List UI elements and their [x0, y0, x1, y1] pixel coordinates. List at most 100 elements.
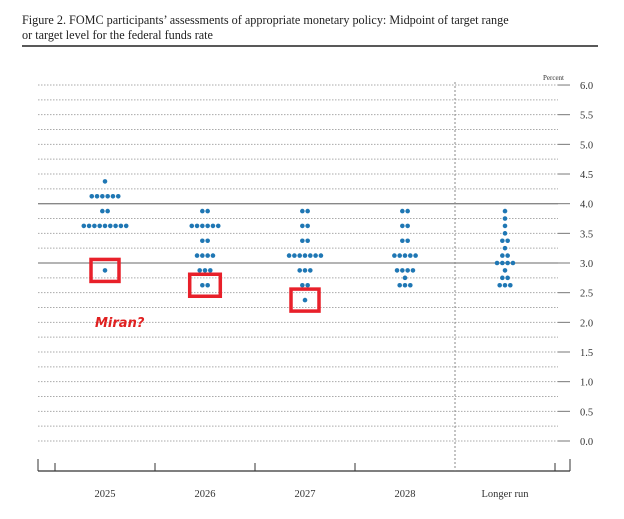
dot — [308, 253, 313, 258]
dot — [397, 282, 403, 288]
dot — [205, 238, 210, 244]
dot — [502, 245, 508, 251]
dot — [505, 275, 510, 281]
dot — [292, 253, 297, 258]
dot — [405, 223, 410, 229]
dot — [510, 260, 516, 266]
dot — [197, 268, 202, 273]
dot — [200, 223, 205, 229]
chart-title: Figure 2. FOMC participants’ assessments… — [22, 13, 509, 43]
x-tick-label: Longer run — [482, 489, 530, 500]
dot — [302, 253, 308, 258]
dot — [402, 253, 408, 258]
dot — [508, 282, 513, 288]
dot — [205, 253, 210, 258]
dot — [502, 208, 508, 214]
dot — [97, 223, 102, 229]
title-line-1: Figure 2. FOMC participants’ assessments… — [22, 13, 509, 27]
x-tick-label: 2028 — [395, 489, 416, 500]
dot — [500, 253, 505, 258]
y-tick-label: 5.0 — [580, 140, 593, 151]
title-line-2: or target level for the federal funds ra… — [22, 28, 213, 42]
dot — [215, 223, 221, 229]
dot — [102, 179, 108, 184]
dot — [405, 268, 410, 273]
x-tick-label: 2026 — [195, 489, 216, 500]
y-tick-label: 0.0 — [580, 437, 593, 448]
dot — [100, 193, 105, 199]
dot — [297, 253, 303, 258]
dot — [305, 223, 310, 229]
dot — [105, 208, 110, 214]
dot — [308, 268, 313, 273]
y-tick-label: 6.0 — [580, 81, 593, 92]
dot — [502, 282, 508, 288]
dot — [405, 208, 410, 214]
dot — [305, 208, 310, 214]
dot — [210, 223, 216, 229]
y-tick-label: 4.5 — [580, 170, 593, 181]
dot — [205, 223, 210, 229]
dot — [210, 253, 216, 258]
y-tick-label: 2.5 — [580, 289, 593, 300]
dot — [189, 223, 195, 229]
dot — [500, 260, 505, 266]
dot — [86, 223, 92, 229]
dot — [402, 275, 408, 281]
dot — [194, 253, 200, 258]
dot — [502, 268, 508, 273]
dot — [194, 223, 200, 229]
dot — [113, 223, 118, 229]
dot — [300, 282, 305, 288]
dot — [400, 223, 405, 229]
dot — [94, 193, 100, 199]
dot — [102, 223, 108, 229]
dot — [208, 268, 213, 273]
dot — [300, 238, 305, 244]
y-axis-unit: Percent — [543, 74, 564, 82]
dot — [108, 223, 113, 229]
dot — [300, 208, 305, 214]
dot — [89, 193, 95, 199]
dot — [115, 193, 121, 199]
dot — [318, 253, 324, 258]
dot — [408, 282, 413, 288]
dot — [402, 282, 408, 288]
dot — [408, 253, 413, 258]
dot — [102, 268, 108, 273]
dot — [305, 238, 310, 244]
highlight-box — [89, 257, 121, 284]
dot — [494, 260, 500, 266]
dot — [392, 253, 397, 258]
dot — [200, 282, 205, 288]
dot — [394, 268, 400, 273]
dot — [118, 223, 124, 229]
y-tick-label: 1.5 — [580, 348, 593, 359]
dot — [92, 223, 97, 229]
dot — [397, 253, 403, 258]
dot — [300, 223, 305, 229]
dot — [400, 208, 405, 214]
dot — [100, 208, 105, 214]
dot — [500, 275, 505, 281]
x-tick-label: 2027 — [295, 489, 316, 500]
y-tick-label: 2.0 — [580, 318, 593, 329]
dot — [205, 282, 210, 288]
dot — [81, 223, 87, 229]
dot — [200, 208, 205, 214]
dot — [400, 238, 405, 244]
dot — [497, 282, 503, 288]
dot — [405, 238, 410, 244]
dot — [302, 268, 308, 273]
annotation-text: Miran? — [95, 316, 145, 331]
dot — [505, 260, 510, 266]
dot — [410, 268, 416, 273]
dot — [502, 216, 508, 221]
x-tick-label: 2025 — [95, 489, 116, 500]
y-tick-label: 4.0 — [580, 200, 593, 211]
highlight-box — [289, 287, 321, 313]
y-tick-label: 5.5 — [580, 111, 593, 122]
dot — [205, 208, 210, 214]
dot — [502, 223, 508, 229]
